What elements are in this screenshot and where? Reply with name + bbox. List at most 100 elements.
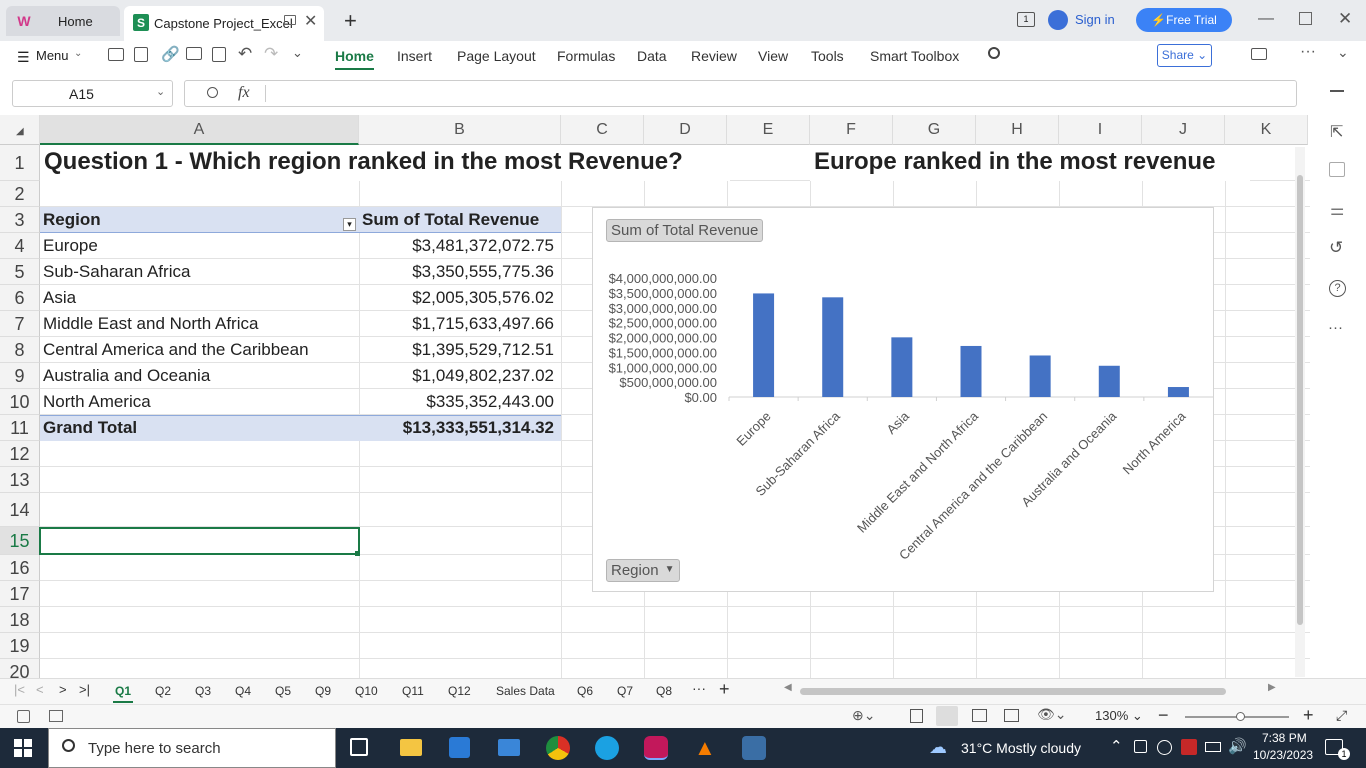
sheet-tab-q5[interactable]: Q5 bbox=[275, 684, 292, 698]
hamburger-icon[interactable]: ☰ bbox=[17, 49, 30, 65]
volume-icon[interactable]: 🔊 bbox=[1228, 738, 1247, 755]
col-header-e[interactable]: E bbox=[727, 115, 810, 145]
sheet-tab-q8[interactable]: Q8 bbox=[656, 684, 673, 698]
position-icon[interactable]: ⊕⌄ bbox=[852, 707, 876, 723]
ribbon-tab-formulas[interactable]: Formulas bbox=[557, 48, 616, 64]
tab-home[interactable]: W Home bbox=[6, 6, 120, 36]
row-header-1[interactable]: 1 bbox=[0, 145, 40, 181]
chevron-down-icon[interactable]: ⌄ bbox=[74, 48, 83, 59]
row-header-13[interactable]: 13 bbox=[0, 467, 40, 493]
row-header-4[interactable]: 4 bbox=[0, 233, 40, 259]
clock-time[interactable]: 7:38 PM bbox=[1262, 731, 1307, 745]
chart-bar[interactable] bbox=[822, 297, 844, 397]
search-icon[interactable] bbox=[988, 47, 1000, 59]
page-setup-icon[interactable] bbox=[910, 709, 923, 723]
ribbon-tab-smart-toolbox[interactable]: Smart Toolbox bbox=[870, 48, 960, 64]
eye-protection-icon[interactable]: 👁⌄ bbox=[1037, 706, 1067, 722]
print-preview-icon[interactable] bbox=[212, 47, 226, 62]
fullscreen-icon[interactable]: ⤢ bbox=[1336, 707, 1348, 723]
tray-device-icon[interactable] bbox=[1134, 740, 1147, 753]
col-header-a[interactable]: A bbox=[40, 115, 359, 145]
menu-button[interactable]: Menu bbox=[36, 48, 69, 63]
antivirus-icon[interactable] bbox=[1181, 739, 1197, 755]
sheet-tab-q2[interactable]: Q2 bbox=[155, 684, 172, 698]
wps-office-icon[interactable] bbox=[644, 736, 668, 760]
row-header-19[interactable]: 19 bbox=[0, 633, 40, 659]
new-tab-icon[interactable]: + bbox=[344, 8, 357, 33]
vertical-scroll-thumb[interactable] bbox=[1297, 175, 1303, 625]
clock-date[interactable]: 10/23/2023 bbox=[1253, 748, 1314, 762]
pivot-region-cell[interactable]: Sub-Saharan Africa bbox=[43, 262, 191, 281]
col-header-f[interactable]: F bbox=[810, 115, 893, 145]
more-chevron-icon[interactable]: ⌄ bbox=[292, 45, 303, 60]
save-icon[interactable] bbox=[134, 47, 148, 62]
scroll-right-icon[interactable]: ▶ bbox=[1268, 682, 1276, 693]
last-sheet-icon[interactable]: >| bbox=[79, 682, 90, 697]
collapse-panel-icon[interactable] bbox=[1330, 90, 1344, 92]
pivot-value-cell[interactable]: $335,352,443.00 bbox=[426, 392, 554, 411]
comment-icon[interactable] bbox=[1251, 48, 1267, 60]
select-all-corner[interactable]: ◢ bbox=[0, 115, 40, 145]
network-globe-icon[interactable] bbox=[1157, 740, 1172, 755]
ribbon-tab-view[interactable]: View bbox=[758, 48, 789, 64]
pivot-value-cell[interactable]: $1,395,529,712.51 bbox=[412, 340, 554, 359]
fill-handle[interactable] bbox=[355, 551, 360, 556]
col-header-h[interactable]: H bbox=[976, 115, 1059, 145]
horizontal-scroll-thumb[interactable] bbox=[800, 688, 1226, 695]
page-icon[interactable] bbox=[17, 710, 30, 723]
chrome-icon[interactable] bbox=[546, 736, 570, 760]
col-header-c[interactable]: C bbox=[561, 115, 644, 145]
pivot-region-cell[interactable]: Asia bbox=[43, 288, 77, 307]
store-icon[interactable] bbox=[449, 737, 470, 758]
redo-icon[interactable]: ↷ bbox=[264, 44, 279, 63]
mail-icon[interactable] bbox=[498, 739, 520, 756]
prev-sheet-icon[interactable]: < bbox=[36, 682, 44, 697]
share-button[interactable]: Share ⌄ bbox=[1157, 44, 1212, 67]
pivot-value-cell[interactable]: $1,715,633,497.66 bbox=[412, 314, 554, 333]
sheet-tab-q9[interactable]: Q9 bbox=[315, 684, 332, 698]
free-trial-button[interactable]: ⚡Free Trial bbox=[1136, 8, 1232, 32]
chart-bar[interactable] bbox=[1098, 365, 1120, 397]
pivot-region-cell[interactable]: Middle East and North Africa bbox=[43, 314, 259, 333]
zoom-formula-icon[interactable] bbox=[207, 87, 218, 98]
region-field-button[interactable]: Region ▼ bbox=[606, 559, 680, 582]
task-view-icon[interactable] bbox=[350, 738, 368, 756]
sheet-tab-q4[interactable]: Q4 bbox=[235, 684, 252, 698]
tab-document[interactable]: S Capstone Project_Excel ✕ bbox=[124, 6, 324, 41]
database-app-icon[interactable] bbox=[742, 736, 766, 760]
pivot-header-sum[interactable]: Sum of Total Revenue bbox=[362, 210, 540, 229]
help-icon[interactable]: ? bbox=[1329, 280, 1346, 297]
row-header-8[interactable]: 8 bbox=[0, 337, 40, 363]
zoom-in-icon[interactable]: + bbox=[1303, 705, 1314, 725]
sheet-tab-sales-data[interactable]: Sales Data bbox=[496, 684, 555, 698]
sheet-tab-q6[interactable]: Q6 bbox=[577, 684, 594, 698]
sheet-tab-q3[interactable]: Q3 bbox=[195, 684, 212, 698]
macro-icon[interactable] bbox=[49, 710, 63, 722]
pivot-value-cell[interactable]: $3,481,372,072.75 bbox=[412, 236, 554, 255]
open-folder-icon[interactable] bbox=[108, 48, 124, 61]
pivot-value-cell[interactable]: $2,005,305,576.02 bbox=[412, 288, 554, 307]
close-tab-icon[interactable]: ✕ bbox=[304, 13, 318, 30]
pivot-header-region[interactable]: Region bbox=[43, 210, 101, 229]
history-icon[interactable]: ↺ bbox=[1329, 238, 1344, 257]
link-icon[interactable]: 🔗 bbox=[161, 46, 180, 63]
ribbon-tab-review[interactable]: Review bbox=[691, 48, 737, 64]
vlc-icon[interactable]: ▲ bbox=[694, 735, 716, 760]
battery-icon[interactable] bbox=[1205, 742, 1221, 752]
ribbon-tab-home[interactable]: Home bbox=[335, 48, 374, 70]
taskbar-search-box[interactable]: Type here to search bbox=[48, 728, 336, 768]
notification-icon[interactable] bbox=[1325, 739, 1343, 755]
more-icon[interactable]: ··· bbox=[1300, 43, 1316, 60]
col-header-b[interactable]: B bbox=[359, 115, 561, 145]
pivot-chart[interactable]: Sum of Total Revenue $0.00 $500,000,000.0… bbox=[592, 207, 1214, 592]
page-break-view-icon[interactable] bbox=[1004, 709, 1019, 722]
chart-bar[interactable] bbox=[1167, 387, 1189, 397]
window-icon[interactable] bbox=[284, 15, 296, 25]
formula-input[interactable]: fx bbox=[184, 80, 1297, 107]
minimize-icon[interactable]: — bbox=[1258, 10, 1274, 27]
restore-icon[interactable] bbox=[1299, 12, 1312, 25]
col-header-d[interactable]: D bbox=[644, 115, 727, 145]
windows-start-icon[interactable] bbox=[14, 739, 32, 757]
style-icon[interactable] bbox=[1329, 162, 1345, 177]
question-title-cell[interactable]: Question 1 - Which region ranked in the … bbox=[40, 145, 730, 181]
